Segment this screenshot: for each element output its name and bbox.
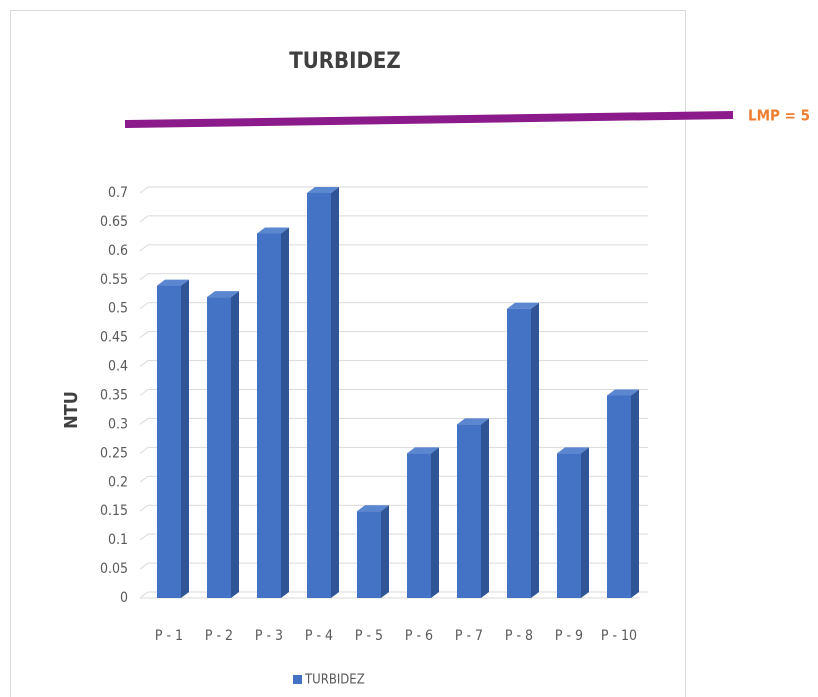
limit-line xyxy=(124,111,734,128)
bar xyxy=(557,453,581,598)
bar-side xyxy=(381,505,389,598)
grid-line-side xyxy=(139,244,149,252)
grid-line-side xyxy=(139,273,149,281)
y-tick-label: 0.55 xyxy=(100,272,128,288)
bar-side xyxy=(531,302,539,598)
bar xyxy=(257,233,281,598)
x-tick-label: P - 6 xyxy=(405,628,433,644)
y-tick-label: 0.25 xyxy=(100,445,128,461)
y-tick-label: 0 xyxy=(120,590,128,606)
x-tick-label: P - 2 xyxy=(205,628,233,644)
grid-line-side xyxy=(139,389,149,396)
bar xyxy=(357,511,381,598)
grid-line-side xyxy=(139,591,149,599)
grid-line-side xyxy=(139,533,149,541)
bar-top xyxy=(207,291,239,298)
y-tick-label: 0.05 xyxy=(100,561,128,577)
bar-side xyxy=(431,447,439,598)
y-tick-label: 0.3 xyxy=(108,416,128,432)
bar-top xyxy=(357,505,389,512)
grid-line-side xyxy=(139,562,149,570)
x-tick-label: P - 1 xyxy=(155,628,183,644)
grid-line-side xyxy=(139,446,149,454)
y-tick-label: 0.5 xyxy=(108,301,128,317)
x-tick-label: P - 3 xyxy=(255,628,283,644)
grid-line-side xyxy=(139,331,149,339)
x-tick-label: P - 5 xyxy=(355,628,383,644)
bar-side xyxy=(581,447,589,598)
bar-side xyxy=(281,227,289,598)
bar xyxy=(607,395,631,598)
y-tick-label: 0.65 xyxy=(100,214,128,230)
bar-top xyxy=(157,279,189,286)
legend-label: TURBIDEZ xyxy=(304,673,365,688)
grid-line-side xyxy=(139,302,149,310)
bar xyxy=(457,424,481,598)
y-tick-label: 0.6 xyxy=(108,243,128,259)
y-tick-label: 0.1 xyxy=(108,532,128,548)
y-tick-label: 0.15 xyxy=(100,503,128,519)
x-tick-label: P - 10 xyxy=(601,628,637,644)
x-tick-label: P - 9 xyxy=(555,628,583,644)
y-tick-label: 0.2 xyxy=(108,474,128,490)
bar-side xyxy=(481,418,489,598)
bar-top xyxy=(407,447,439,454)
x-tick-label: P - 7 xyxy=(455,628,483,644)
bar-top xyxy=(557,447,589,454)
grid-line-side xyxy=(139,418,149,425)
grid-line-side xyxy=(139,360,149,367)
y-tick-label: 0.45 xyxy=(100,330,128,346)
bar-side xyxy=(181,279,189,598)
bar-side xyxy=(231,291,239,598)
bar xyxy=(507,308,531,598)
grid-line-side xyxy=(139,215,149,223)
y-axis-label: NTU xyxy=(61,391,82,429)
grid-line-side xyxy=(139,186,149,194)
bar-top xyxy=(507,302,539,309)
bar-top xyxy=(457,418,489,425)
bar xyxy=(307,193,331,598)
bar-side xyxy=(331,187,339,598)
bar-side xyxy=(631,389,639,598)
grid-line-side xyxy=(139,504,149,512)
bar xyxy=(407,453,431,598)
bar-top xyxy=(607,389,639,396)
x-tick-label: P - 8 xyxy=(505,628,533,644)
bar xyxy=(207,297,231,598)
legend-swatch xyxy=(293,675,302,684)
bar-top xyxy=(307,187,339,193)
y-tick-label: 0.7 xyxy=(108,185,128,201)
annotation: LMP = 5 xyxy=(748,107,810,125)
bar-top xyxy=(257,227,289,234)
y-tick-label: 0.4 xyxy=(108,359,128,375)
x-tick-label: P - 4 xyxy=(305,628,333,644)
bar xyxy=(157,285,181,598)
grid-line-side xyxy=(139,475,149,483)
y-tick-label: 0.35 xyxy=(100,388,128,404)
chart-title: TURBIDEZ xyxy=(289,49,401,74)
